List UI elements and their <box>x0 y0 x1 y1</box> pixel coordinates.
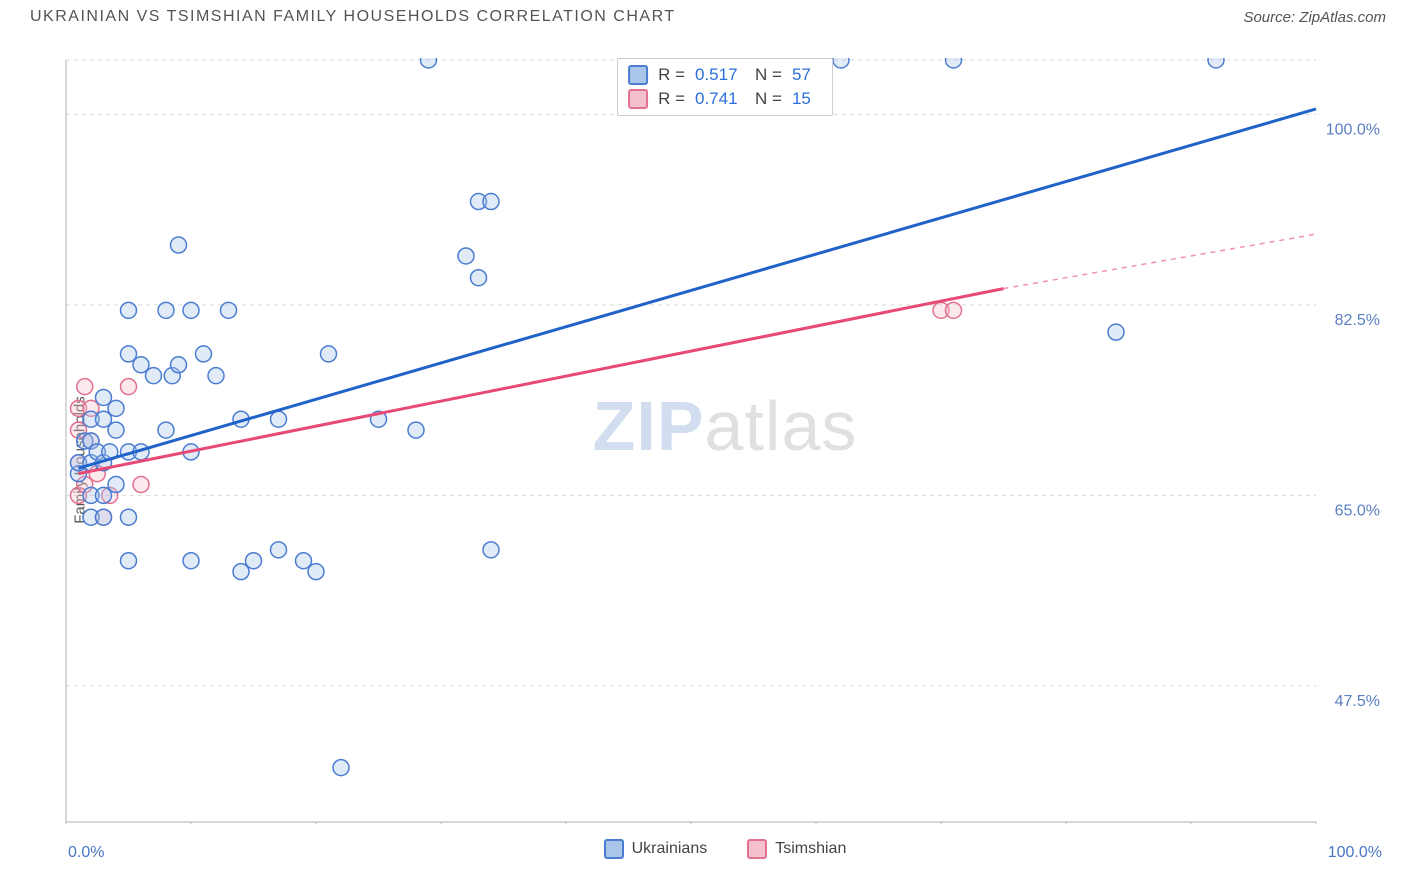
legend-item-ukrainians: Ukrainians <box>604 839 708 859</box>
svg-text:82.5%: 82.5% <box>1335 312 1380 329</box>
stats-row-ukrainians: R = 0.517 N = 57 <box>628 63 822 87</box>
plot-svg: 47.5% 65.0% 82.5% 100.0% <box>64 58 1386 824</box>
swatch-icon <box>747 839 767 859</box>
correlation-stats-box: R = 0.517 N = 57 R = 0.741 N = 15 <box>617 58 833 116</box>
chart-container: Family Households 47.5%65.0%82.5%100.0% … <box>20 48 1386 872</box>
svg-text:47.5%: 47.5% <box>1335 693 1380 710</box>
stat-n-value: 57 <box>792 65 822 85</box>
stat-n-value: 15 <box>792 89 822 109</box>
chart-title: UKRAINIAN VS TSIMSHIAN FAMILY HOUSEHOLDS… <box>30 8 676 26</box>
stat-r-label: R = <box>658 89 685 109</box>
source-attribution: Source: ZipAtlas.com <box>1243 9 1386 26</box>
x-axis-legend: Ukrainians Tsimshian <box>64 826 1386 872</box>
stat-r-value: 0.517 <box>695 65 745 85</box>
swatch-icon <box>604 839 624 859</box>
svg-text:65.0%: 65.0% <box>1335 502 1380 519</box>
svg-text:100.0%: 100.0% <box>1326 121 1380 138</box>
swatch-icon <box>628 89 648 109</box>
stat-n-label: N = <box>755 89 782 109</box>
swatch-icon <box>628 65 648 85</box>
stat-r-value: 0.741 <box>695 89 745 109</box>
stats-row-tsimshian: R = 0.741 N = 15 <box>628 87 822 111</box>
scatter-plot: 47.5%65.0%82.5%100.0% ZIPatlas R = 0.517… <box>64 58 1386 824</box>
legend-label: Ukrainians <box>632 840 708 858</box>
legend-item-tsimshian: Tsimshian <box>747 839 846 859</box>
stat-r-label: R = <box>658 65 685 85</box>
stat-n-label: N = <box>755 65 782 85</box>
legend-label: Tsimshian <box>775 840 846 858</box>
